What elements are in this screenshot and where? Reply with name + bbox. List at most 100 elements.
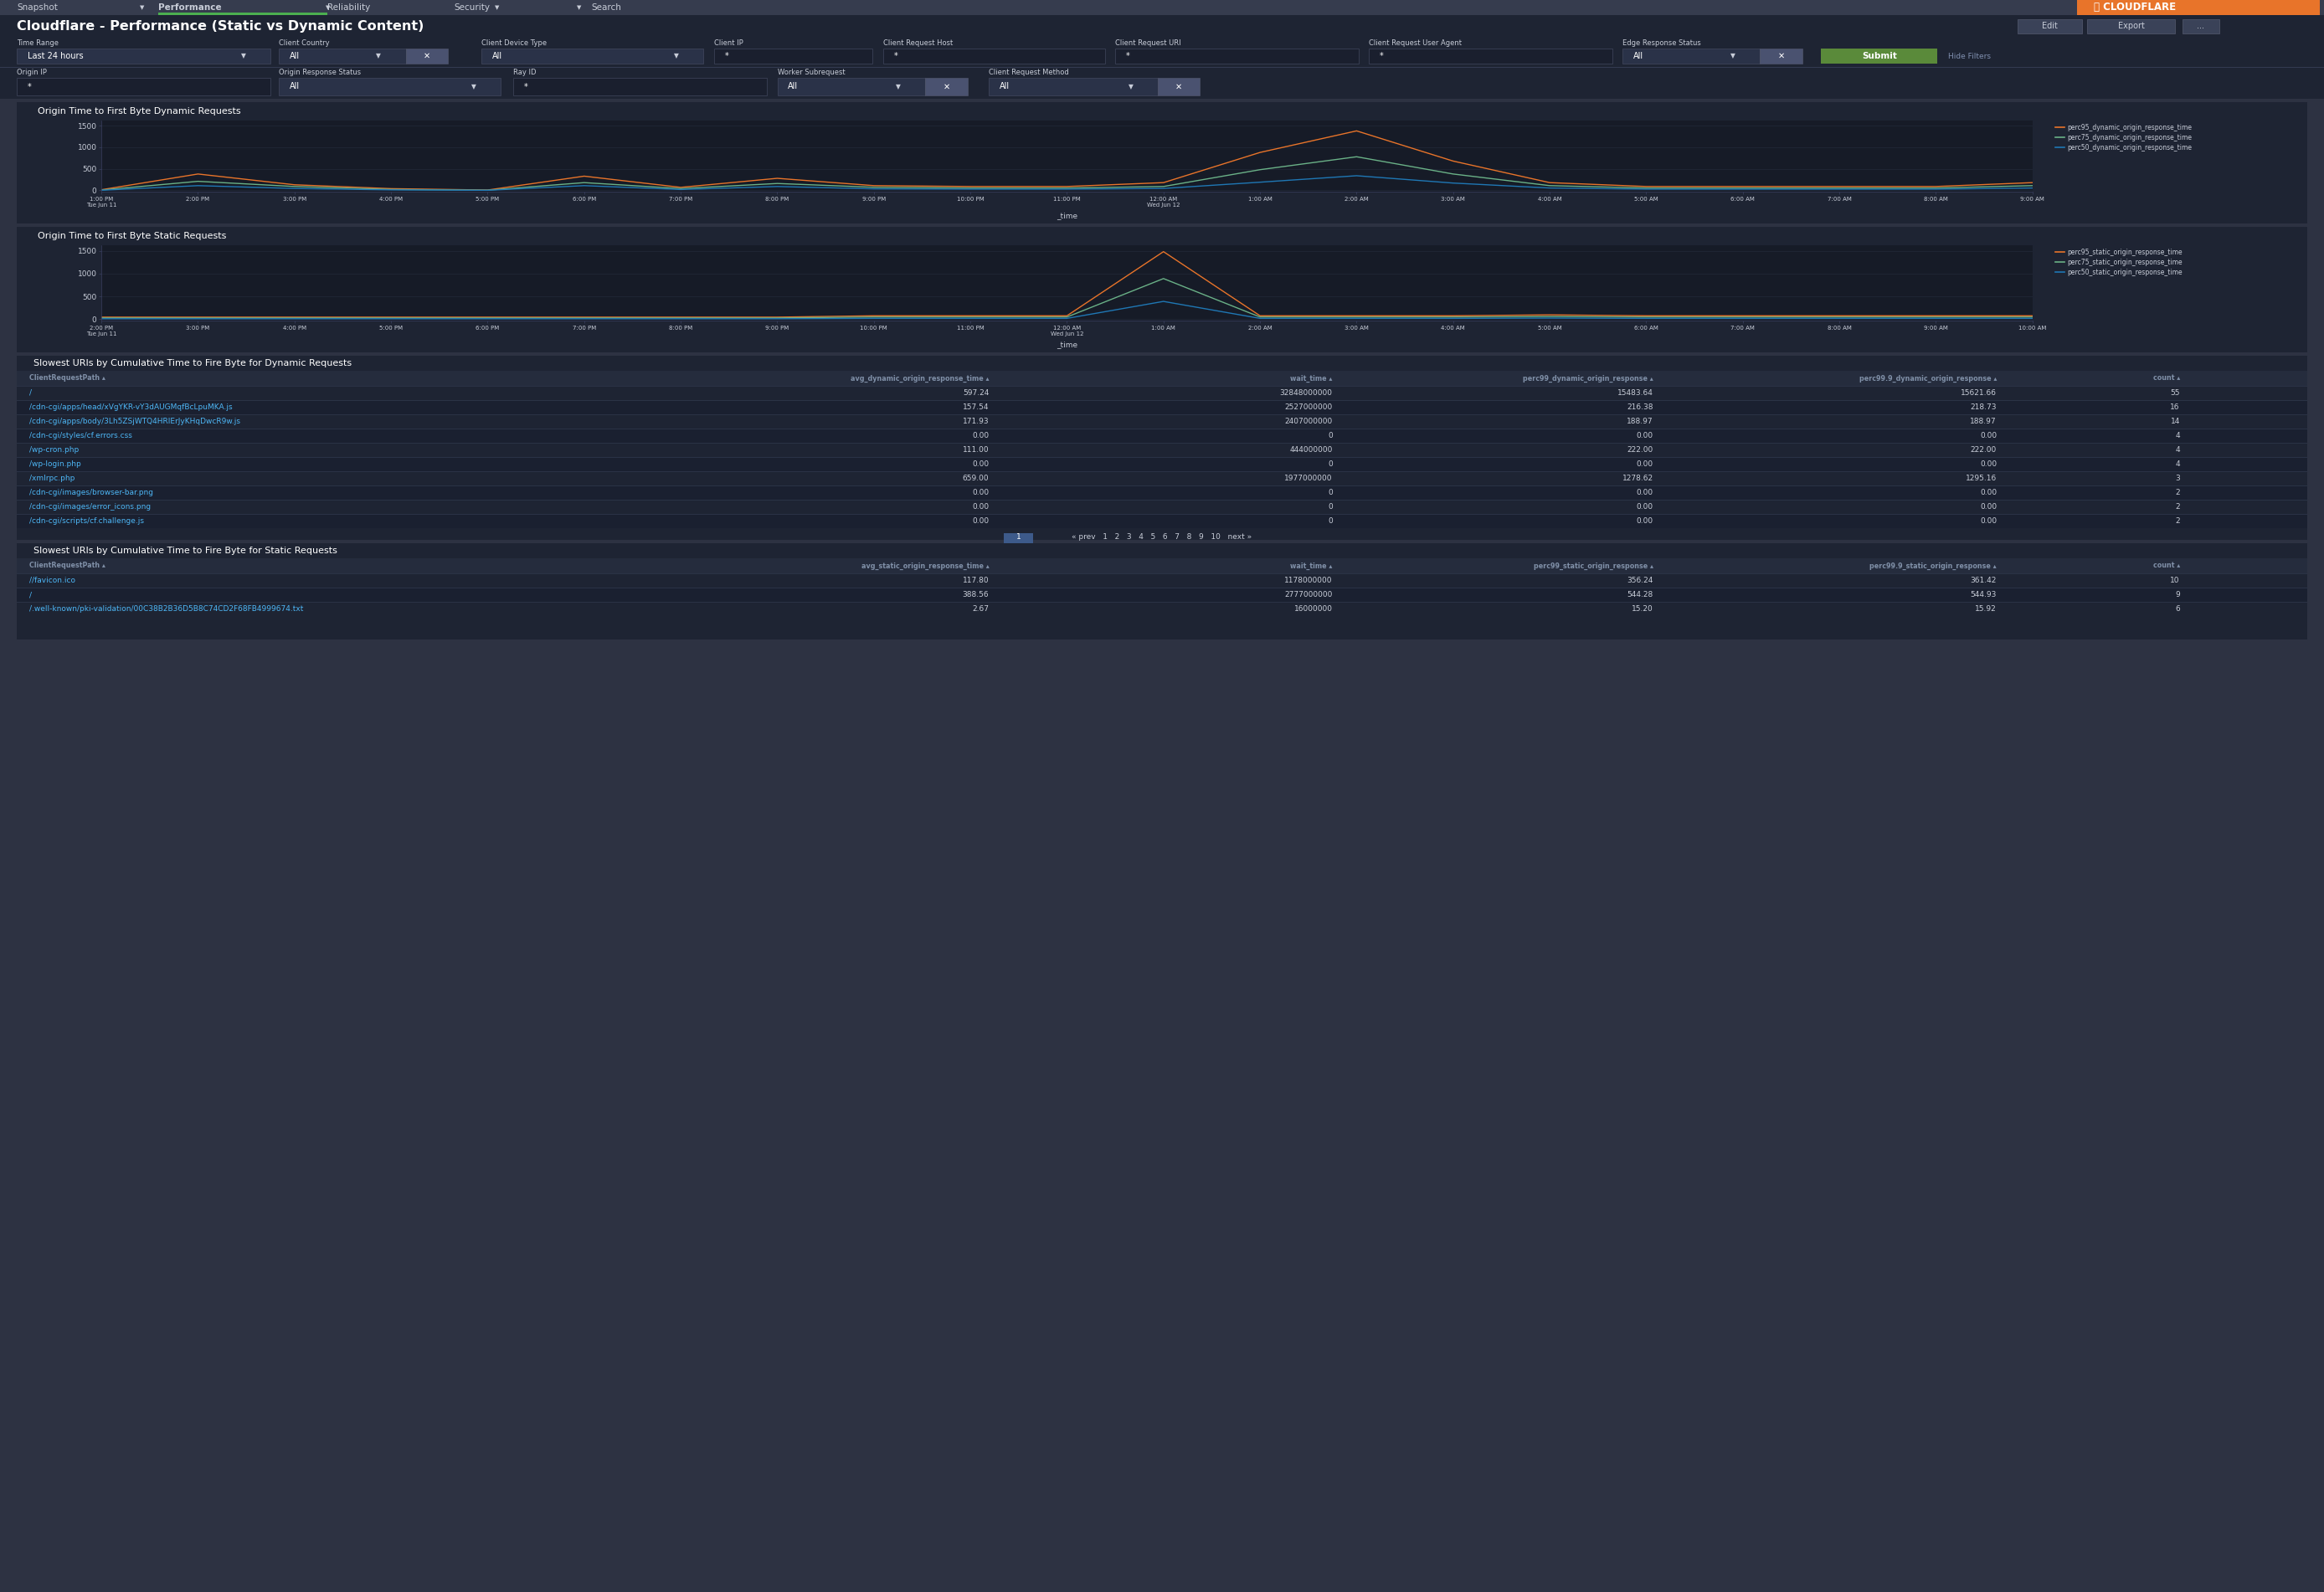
Bar xyxy=(16,414,2308,428)
Text: 0: 0 xyxy=(1327,431,1332,439)
Text: 388.56: 388.56 xyxy=(962,591,990,599)
Bar xyxy=(514,78,767,96)
Text: 15483.64: 15483.64 xyxy=(1618,388,1652,396)
Text: 4: 4 xyxy=(2175,431,2180,439)
Text: ✕: ✕ xyxy=(1176,83,1183,91)
Bar xyxy=(1822,48,1938,64)
Text: Slowest URIs by Cumulative Time to Fire Byte for Dynamic Requests: Slowest URIs by Cumulative Time to Fire … xyxy=(35,360,351,368)
Text: 1295.16: 1295.16 xyxy=(1966,474,1996,482)
Text: 0.00: 0.00 xyxy=(971,517,990,525)
Text: /cdn-cgi/scripts/cf.challenge.js: /cdn-cgi/scripts/cf.challenge.js xyxy=(30,517,144,525)
Text: Performance: Performance xyxy=(158,3,221,13)
Text: 188.97: 188.97 xyxy=(1627,417,1652,425)
Text: 444000000: 444000000 xyxy=(1290,446,1332,454)
Text: ⛅ CLOUDFLARE: ⛅ CLOUDFLARE xyxy=(2094,2,2175,13)
Bar xyxy=(2087,19,2175,33)
Text: Client Request URI: Client Request URI xyxy=(1116,40,1181,46)
Text: 2527000000: 2527000000 xyxy=(1285,403,1332,411)
Legend: perc95_static_origin_response_time, perc75_static_origin_response_time, perc50_s: perc95_static_origin_response_time, perc… xyxy=(2054,248,2182,275)
Text: 222.00: 222.00 xyxy=(1971,446,1996,454)
Bar xyxy=(0,14,2324,38)
Text: 3: 3 xyxy=(2175,474,2180,482)
Text: ✕: ✕ xyxy=(1778,53,1785,60)
Text: Client Request User Agent: Client Request User Agent xyxy=(1369,40,1462,46)
Bar xyxy=(0,38,2324,67)
Text: Last 24 hours: Last 24 hours xyxy=(28,53,84,60)
Bar xyxy=(16,457,2308,471)
Text: perc99_dynamic_origin_response ▴: perc99_dynamic_origin_response ▴ xyxy=(1522,374,1652,382)
Text: Origin Time to First Byte Dynamic Requests: Origin Time to First Byte Dynamic Reques… xyxy=(37,107,242,116)
Text: Slowest URIs by Cumulative Time to Fire Byte for Static Requests: Slowest URIs by Cumulative Time to Fire … xyxy=(35,546,337,556)
Text: wait_time ▴: wait_time ▴ xyxy=(1290,562,1332,570)
Bar xyxy=(0,102,16,352)
Text: Client Request Method: Client Request Method xyxy=(988,68,1069,76)
Text: All: All xyxy=(788,83,797,91)
Text: 1977000000: 1977000000 xyxy=(1285,474,1332,482)
Text: 356.24: 356.24 xyxy=(1627,576,1652,584)
Bar xyxy=(16,400,2308,414)
Text: 171.93: 171.93 xyxy=(962,417,990,425)
Text: ▼: ▼ xyxy=(495,5,500,10)
Text: 2777000000: 2777000000 xyxy=(1285,591,1332,599)
Text: 0.00: 0.00 xyxy=(1980,517,1996,525)
Bar xyxy=(481,48,704,64)
Text: « prev   1   2   3   4   5   6   7   8   9   10   next »: « prev 1 2 3 4 5 6 7 8 9 10 next » xyxy=(1071,533,1253,541)
Text: perc99.9_static_origin_response ▴: perc99.9_static_origin_response ▴ xyxy=(1871,562,1996,570)
Text: Origin Response Status: Origin Response Status xyxy=(279,68,360,76)
Text: ▼: ▼ xyxy=(139,5,144,10)
Text: Search: Search xyxy=(593,3,621,13)
Bar xyxy=(407,48,449,64)
Bar xyxy=(1116,48,1360,64)
Text: 2: 2 xyxy=(2175,489,2180,497)
Text: 188.97: 188.97 xyxy=(1971,417,1996,425)
Text: Worker Subrequest: Worker Subrequest xyxy=(779,68,846,76)
Text: 14: 14 xyxy=(2171,417,2180,425)
Text: Ray ID: Ray ID xyxy=(514,68,537,76)
Text: 0: 0 xyxy=(1327,503,1332,511)
Text: ClientRequestPath ▴: ClientRequestPath ▴ xyxy=(30,562,105,570)
Bar xyxy=(16,371,2308,385)
Text: avg_static_origin_response_time ▴: avg_static_origin_response_time ▴ xyxy=(862,562,990,570)
Text: 0.00: 0.00 xyxy=(971,460,990,468)
Text: avg_dynamic_origin_response_time ▴: avg_dynamic_origin_response_time ▴ xyxy=(851,374,990,382)
Text: ▼: ▼ xyxy=(376,53,381,60)
Text: 544.93: 544.93 xyxy=(1971,591,1996,599)
Bar xyxy=(16,102,2308,223)
Text: 0.00: 0.00 xyxy=(1636,517,1652,525)
Text: 55: 55 xyxy=(2171,388,2180,396)
Text: 0.00: 0.00 xyxy=(1980,503,1996,511)
Text: 157.54: 157.54 xyxy=(962,403,990,411)
Bar xyxy=(925,78,967,96)
Text: 0: 0 xyxy=(1327,489,1332,497)
Text: Security: Security xyxy=(453,3,490,13)
Text: Hide Filters: Hide Filters xyxy=(1948,53,1992,60)
Text: Origin Time to First Byte Static Requests: Origin Time to First Byte Static Request… xyxy=(37,232,228,240)
Bar xyxy=(158,13,328,14)
Text: 0.00: 0.00 xyxy=(1980,431,1996,439)
Text: 0.00: 0.00 xyxy=(1980,489,1996,497)
Text: 111.00: 111.00 xyxy=(962,446,990,454)
Text: Client Country: Client Country xyxy=(279,40,330,46)
Text: 16000000: 16000000 xyxy=(1294,605,1332,613)
Text: Snapshot: Snapshot xyxy=(16,3,58,13)
Text: 1: 1 xyxy=(1016,533,1020,541)
Text: ✕: ✕ xyxy=(423,53,430,60)
Text: /xmlrpc.php: /xmlrpc.php xyxy=(30,474,74,482)
Bar xyxy=(0,0,2324,14)
Text: ▼: ▼ xyxy=(1731,53,1736,60)
Bar xyxy=(1759,48,1801,64)
Text: 0: 0 xyxy=(1327,517,1332,525)
Bar xyxy=(883,48,1104,64)
Bar xyxy=(279,48,407,64)
Text: All: All xyxy=(290,83,300,91)
Text: /cdn-cgi/images/error_icons.png: /cdn-cgi/images/error_icons.png xyxy=(30,503,151,511)
Bar xyxy=(16,78,270,96)
Text: Cloudflare - Performance (Static vs Dynamic Content): Cloudflare - Performance (Static vs Dyna… xyxy=(16,21,423,33)
Text: 216.38: 216.38 xyxy=(1627,403,1652,411)
Text: 4: 4 xyxy=(2175,460,2180,468)
Text: 9: 9 xyxy=(2175,591,2180,599)
Text: 0.00: 0.00 xyxy=(1636,460,1652,468)
Text: 1178000000: 1178000000 xyxy=(1285,576,1332,584)
Text: *: * xyxy=(725,53,730,60)
Text: 0: 0 xyxy=(1327,460,1332,468)
